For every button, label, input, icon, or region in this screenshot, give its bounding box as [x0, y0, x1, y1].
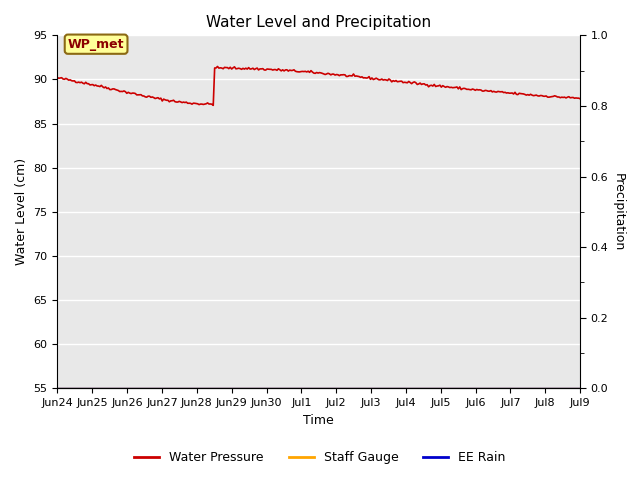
- EE Rain: [263, 385, 271, 391]
- Staff Gauge: [435, 385, 442, 391]
- EE Rain: [144, 385, 152, 391]
- EE Rain: [257, 385, 265, 391]
- EE Rain: [577, 385, 584, 391]
- Line: Water Pressure: Water Pressure: [58, 66, 580, 105]
- Water Pressure: [144, 93, 152, 99]
- Staff Gauge: [257, 385, 265, 391]
- Water Pressure: [511, 89, 519, 95]
- Staff Gauge: [144, 385, 152, 391]
- Y-axis label: Precipitation: Precipitation: [612, 173, 625, 251]
- Staff Gauge: [508, 385, 516, 391]
- Title: Water Level and Precipitation: Water Level and Precipitation: [206, 15, 431, 30]
- Legend: Water Pressure, Staff Gauge, EE Rain: Water Pressure, Staff Gauge, EE Rain: [129, 446, 511, 469]
- Water Pressure: [438, 84, 445, 90]
- EE Rain: [435, 385, 442, 391]
- Water Pressure: [266, 66, 274, 72]
- Water Pressure: [486, 88, 493, 94]
- Water Pressure: [577, 96, 584, 102]
- Staff Gauge: [263, 385, 271, 391]
- EE Rain: [483, 385, 490, 391]
- Water Pressure: [214, 63, 221, 69]
- X-axis label: Time: Time: [303, 414, 334, 427]
- Staff Gauge: [54, 385, 61, 391]
- EE Rain: [508, 385, 516, 391]
- Water Pressure: [260, 67, 268, 73]
- Water Pressure: [54, 75, 61, 81]
- Water Pressure: [209, 102, 217, 108]
- Staff Gauge: [577, 385, 584, 391]
- Y-axis label: Water Level (cm): Water Level (cm): [15, 158, 28, 265]
- Staff Gauge: [483, 385, 490, 391]
- EE Rain: [54, 385, 61, 391]
- Text: WP_met: WP_met: [68, 38, 124, 51]
